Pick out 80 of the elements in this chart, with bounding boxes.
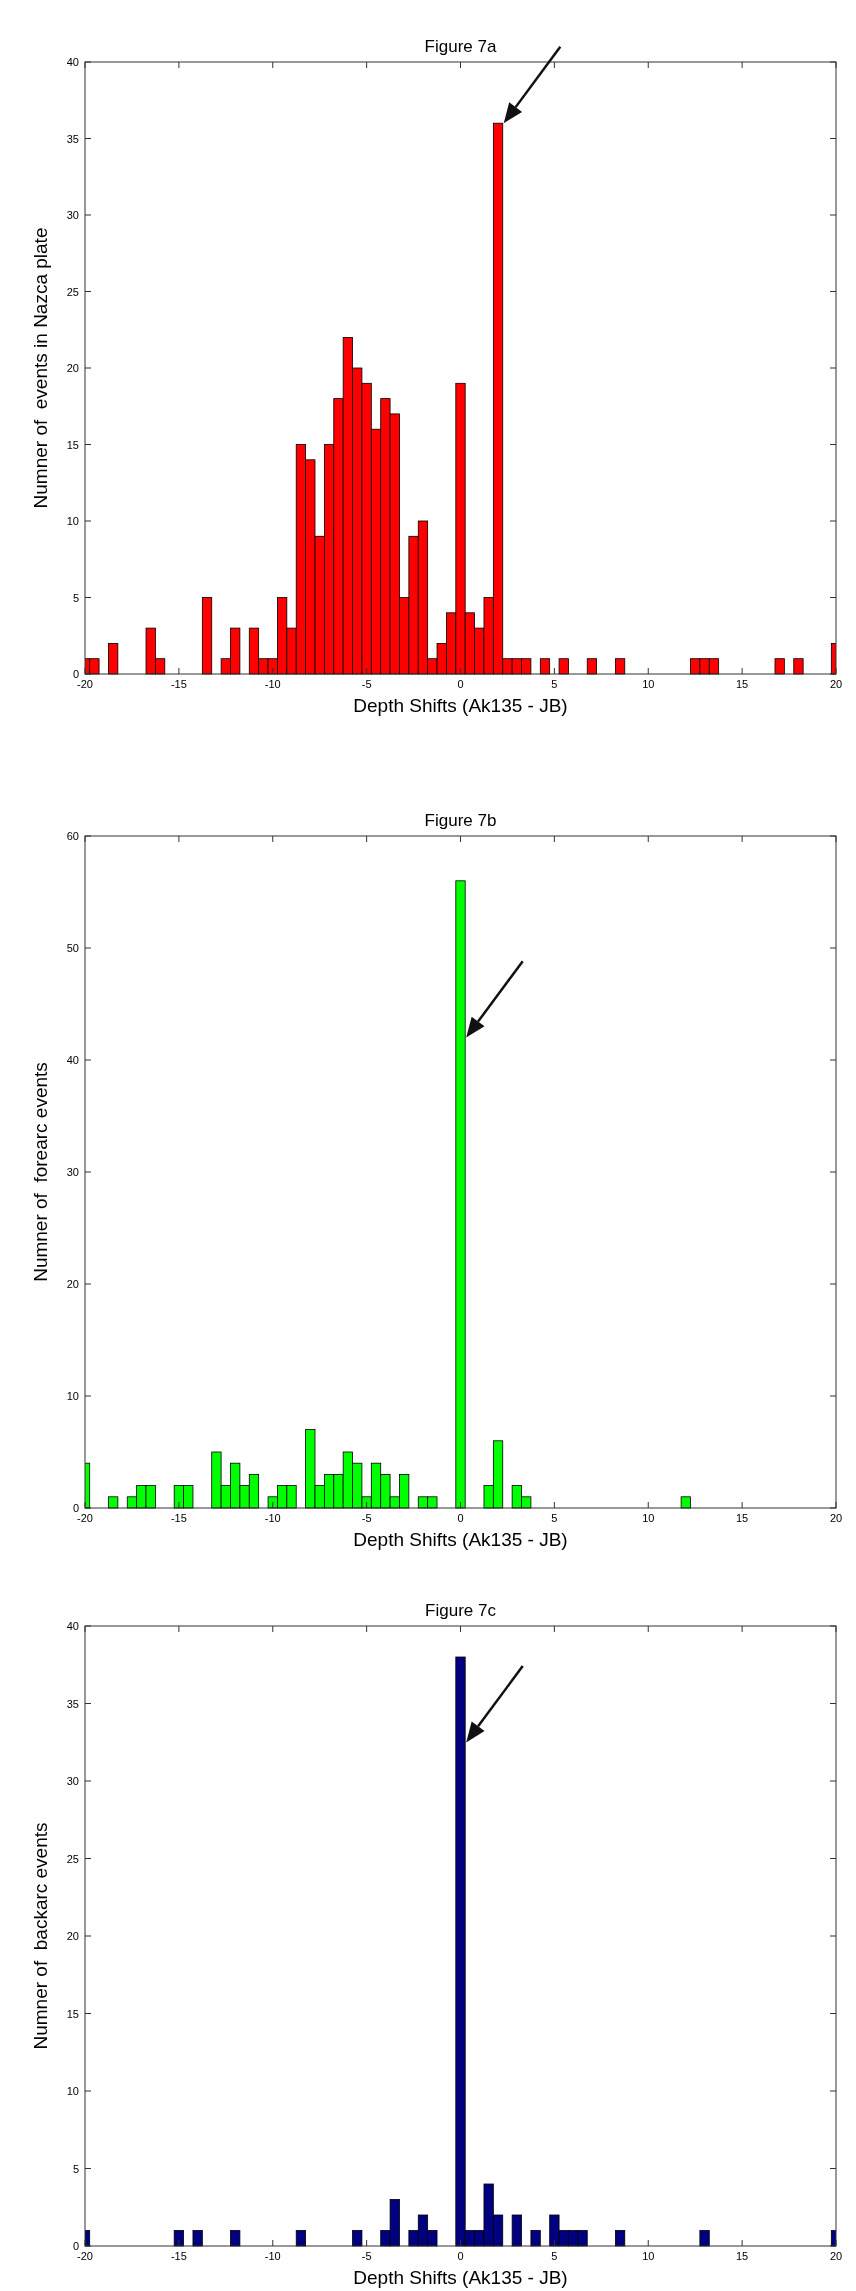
bar — [108, 643, 119, 675]
bar — [586, 658, 598, 675]
x-tick-label: -20 — [77, 1512, 93, 1524]
y-tick-label: 20 — [66, 362, 79, 374]
x-axis-title: Depth Shifts (Ak135 - JB) — [353, 695, 568, 716]
x-tick-label: -15 — [170, 678, 187, 690]
x-tick-label: 10 — [642, 1512, 655, 1524]
y-tick-label: 10 — [66, 2085, 79, 2097]
x-tick-label: 20 — [829, 678, 843, 690]
bar — [680, 1496, 691, 1509]
x-tick-label: 10 — [642, 2250, 655, 2262]
y-tick-label: 0 — [72, 668, 79, 680]
y-tick-label: 0 — [72, 1502, 79, 1514]
y-tick-label: 25 — [66, 1852, 79, 1865]
y-tick-label: 50 — [66, 942, 79, 954]
bar — [511, 2214, 522, 2247]
bar — [614, 2230, 626, 2247]
x-tick-label: -20 — [77, 2250, 93, 2262]
x-tick-label: -5 — [361, 2250, 372, 2262]
bar — [558, 658, 569, 675]
x-tick-label: -10 — [264, 1512, 281, 1524]
y-axis-title: Numner of backarc events — [30, 1822, 51, 2050]
y-tick-label: 15 — [66, 438, 79, 451]
bar — [530, 2230, 541, 2247]
y-tick-label: 25 — [66, 285, 79, 298]
bar — [201, 597, 213, 675]
x-tick-label: 10 — [642, 678, 655, 690]
x-tick-label: -10 — [264, 2250, 281, 2262]
x-tick-label: 20 — [829, 1512, 843, 1524]
x-tick-label: 0 — [457, 1512, 464, 1524]
y-tick-label: 30 — [66, 209, 79, 221]
x-tick-label: -20 — [77, 678, 93, 690]
x-axis-title: Depth Shifts (Ak135 - JB) — [353, 1529, 568, 1550]
y-tick-label: 20 — [66, 1278, 79, 1290]
y-tick-label: 5 — [72, 591, 79, 604]
x-tick-label: -15 — [170, 2250, 187, 2262]
y-tick-label: 30 — [66, 1775, 79, 1787]
chart-title: Figure 7b — [424, 811, 497, 830]
y-tick-label: 40 — [66, 1620, 79, 1632]
x-tick-label: 15 — [736, 678, 749, 690]
x-tick-label: 5 — [551, 678, 558, 690]
y-tick-label: 0 — [72, 2240, 79, 2252]
x-axis-title: Depth Shifts (Ak135 - JB) — [353, 2267, 568, 2288]
y-tick-label: 35 — [66, 132, 79, 145]
bar — [295, 2230, 307, 2247]
x-tick-label: -15 — [170, 1512, 187, 1524]
x-tick-label: -5 — [361, 1512, 372, 1524]
x-tick-label: 5 — [551, 2250, 558, 2262]
bar — [455, 880, 466, 1509]
bar — [230, 2230, 241, 2247]
y-axis-title: Numner of forearc events — [30, 1062, 51, 1282]
bar — [539, 658, 551, 675]
x-tick-label: 0 — [457, 2250, 464, 2262]
y-tick-label: 30 — [66, 1166, 79, 1178]
x-tick-label: 15 — [736, 2250, 749, 2262]
y-axis-title: Numner of events in Nazca plate — [30, 227, 51, 509]
x-tick-label: 15 — [736, 1512, 749, 1524]
y-tick-label: 20 — [66, 1930, 79, 1942]
x-tick-label: -5 — [361, 678, 372, 690]
chart-title: Figure 7a — [424, 37, 497, 56]
y-tick-label: 5 — [72, 2162, 79, 2175]
y-tick-label: 10 — [66, 515, 79, 527]
bar — [793, 658, 804, 675]
x-tick-label: 20 — [829, 2250, 843, 2262]
x-tick-label: 5 — [551, 1512, 558, 1524]
bar — [614, 658, 626, 675]
y-tick-label: 40 — [66, 56, 79, 68]
bar — [699, 2230, 710, 2247]
y-tick-label: 15 — [66, 2007, 79, 2020]
y-tick-label: 35 — [66, 1697, 79, 1710]
bar — [352, 2230, 363, 2247]
bar — [192, 2230, 203, 2247]
x-tick-label: 0 — [457, 678, 464, 690]
chart-title: Figure 7c — [425, 1601, 497, 1620]
y-tick-label: 60 — [66, 830, 79, 842]
y-tick-label: 40 — [66, 1054, 79, 1066]
bar — [108, 1496, 119, 1509]
bar — [774, 658, 785, 675]
y-tick-label: 10 — [66, 1390, 79, 1402]
x-tick-label: -10 — [264, 678, 281, 690]
